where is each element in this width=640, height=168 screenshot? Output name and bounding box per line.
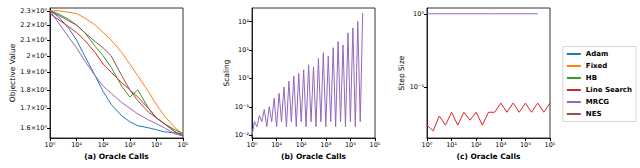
svg-text:10²: 10² <box>238 18 249 26</box>
svg-text:(c) Oracle Calls: (c) Oracle Calls <box>457 152 521 161</box>
svg-text:10⁵: 10⁵ <box>545 141 556 149</box>
svg-text:10¹: 10¹ <box>238 46 249 54</box>
svg-text:10⁻¹: 10⁻¹ <box>235 103 250 111</box>
svg-text:MRCG: MRCG <box>586 98 609 106</box>
svg-text:2.1×10⁰: 2.1×10⁰ <box>20 36 47 44</box>
svg-text:10¹: 10¹ <box>446 141 457 149</box>
svg-text:1.9×10⁰: 1.9×10⁰ <box>20 68 47 76</box>
svg-text:10³: 10³ <box>495 141 506 149</box>
svg-text:10⁵: 10⁵ <box>370 141 381 149</box>
svg-text:Fixed: Fixed <box>586 62 607 70</box>
svg-text:10⁵: 10⁵ <box>178 141 189 149</box>
svg-text:10²: 10² <box>471 141 482 149</box>
svg-text:10⁴: 10⁴ <box>520 141 531 149</box>
svg-text:10⁴: 10⁴ <box>345 141 356 149</box>
svg-text:Adam: Adam <box>586 50 608 58</box>
svg-text:10⁻¹: 10⁻¹ <box>410 83 425 91</box>
svg-text:Scaling: Scaling <box>222 59 231 86</box>
svg-text:NES: NES <box>586 110 602 118</box>
svg-text:10¹: 10¹ <box>71 141 82 149</box>
svg-text:Objective Value: Objective Value <box>8 43 17 102</box>
svg-text:10¹: 10¹ <box>271 141 282 149</box>
svg-text:(b) Oracle Calls: (b) Oracle Calls <box>281 152 346 161</box>
svg-text:2.3×10⁰: 2.3×10⁰ <box>20 7 47 15</box>
svg-text:10²: 10² <box>98 141 109 149</box>
svg-text:HB: HB <box>586 74 597 82</box>
svg-text:10³: 10³ <box>124 141 135 149</box>
svg-text:10⁰: 10⁰ <box>413 10 424 18</box>
svg-text:1.8×10⁰: 1.8×10⁰ <box>20 86 47 94</box>
svg-text:1.7×10⁰: 1.7×10⁰ <box>20 104 47 112</box>
svg-text:2.2×10⁰: 2.2×10⁰ <box>20 21 47 29</box>
svg-text:Line Search: Line Search <box>586 86 632 94</box>
svg-text:Step Size: Step Size <box>397 55 406 90</box>
svg-text:10⁴: 10⁴ <box>151 141 162 149</box>
svg-text:2×10⁰: 2×10⁰ <box>27 52 48 60</box>
svg-text:10⁻²: 10⁻² <box>235 131 250 139</box>
svg-text:1.6×10⁰: 1.6×10⁰ <box>20 124 47 132</box>
svg-text:(a) Oracle Calls: (a) Oracle Calls <box>84 152 149 161</box>
svg-text:10⁰: 10⁰ <box>422 141 433 149</box>
svg-text:10⁰: 10⁰ <box>238 74 249 82</box>
svg-text:10³: 10³ <box>320 141 331 149</box>
svg-text:10⁰: 10⁰ <box>247 141 258 149</box>
svg-text:10⁰: 10⁰ <box>45 141 56 149</box>
svg-text:10²: 10² <box>296 141 307 149</box>
